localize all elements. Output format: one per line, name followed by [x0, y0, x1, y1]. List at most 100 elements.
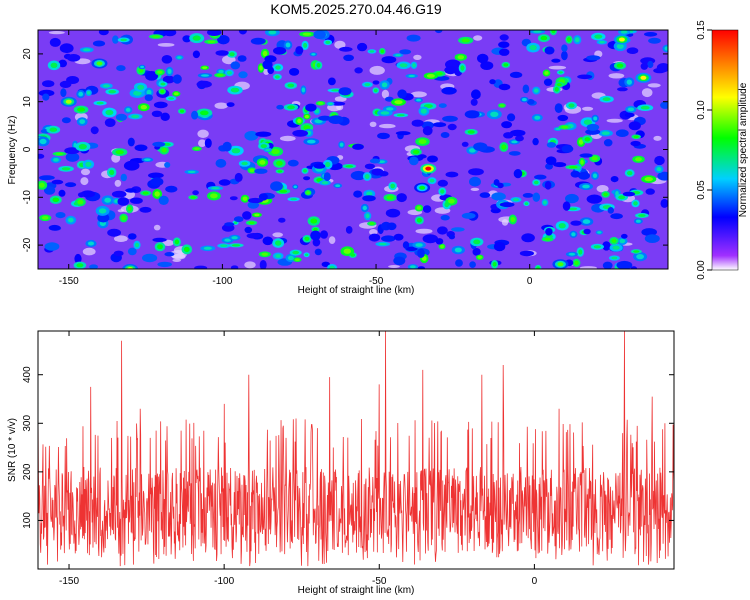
heatmap-cell: [618, 30, 631, 35]
heatmap-cell: [508, 214, 517, 225]
heatmap-cell: [331, 101, 346, 106]
heatmap-cell: [151, 110, 163, 118]
heatmap-cell: [375, 241, 391, 247]
heatmap-cell: [545, 228, 553, 236]
heatmap-cell: [635, 213, 649, 218]
heatmap-cell: [602, 241, 611, 251]
heatmap-x-tick-label: -150: [59, 276, 79, 287]
heatmap-cell: [339, 46, 353, 52]
heatmap-cell: [609, 237, 619, 245]
snr-panel: -150 -100 -50 0 100 200 300 400 Height of stra…: [7, 330, 675, 596]
heatmap-cell: [397, 89, 407, 99]
heatmap-cell: [293, 257, 302, 263]
heatmap-cell: [60, 88, 67, 98]
heatmap-cell: [165, 66, 174, 77]
heatmap-cell: [461, 212, 476, 219]
heatmap-cell: [435, 238, 444, 245]
heatmap-cell: [315, 101, 326, 106]
heatmap-cell: [214, 72, 227, 78]
heatmap-cell: [254, 168, 268, 174]
heatmap-cell: [523, 201, 530, 207]
heatmap-cell: [599, 95, 614, 103]
heatmap-cell: [624, 77, 635, 87]
heatmap-low-region: [410, 91, 427, 98]
heatmap-cell: [123, 160, 140, 171]
heatmap-cell: [155, 69, 165, 76]
heatmap-cell: [630, 266, 638, 269]
heatmap-cell: [207, 191, 221, 201]
heatmap-cell: [455, 259, 463, 267]
heatmap-cell: [204, 138, 212, 148]
heatmap-cell: [565, 193, 579, 204]
heatmap-cell: [172, 91, 181, 97]
heatmap-cell: [58, 189, 66, 197]
heatmap-cell: [615, 129, 629, 137]
heatmap-cell: [250, 37, 266, 45]
heatmap-cell: [621, 233, 628, 239]
heatmap-cell: [579, 183, 593, 190]
heatmap-cell: [305, 103, 317, 112]
heatmap-cell: [562, 201, 571, 211]
heatmap-cell: [160, 112, 170, 122]
heatmap-cell: [586, 123, 600, 131]
heatmap-cell: [381, 56, 397, 64]
heatmap-low-region: [172, 258, 181, 262]
heatmap-cell: [207, 30, 222, 36]
heatmap-cell: [513, 169, 523, 179]
heatmap-cell: [247, 167, 257, 174]
heatmap-cell: [551, 58, 561, 63]
heatmap-cell: [309, 52, 318, 57]
heatmap-cell: [360, 203, 369, 213]
heatmap-cell: [583, 228, 591, 235]
heatmap-cell: [229, 196, 238, 201]
heatmap-cell: [577, 74, 593, 80]
heatmap-cell: [537, 34, 550, 42]
snr-y-tick-label: 300: [22, 415, 33, 432]
heatmap-cell: [399, 49, 412, 55]
heatmap-cell: [591, 171, 599, 180]
heatmap-cell: [438, 187, 447, 196]
heatmap-cell: [576, 247, 584, 257]
heatmap-cell: [353, 190, 363, 198]
heatmap-cell: [469, 261, 476, 268]
heatmap-cell: [85, 89, 92, 97]
heatmap-cell: [546, 142, 557, 148]
heatmap-cell: [228, 234, 241, 241]
snr-y-tick-label: 200: [22, 463, 33, 480]
heatmap-cell: [417, 248, 425, 258]
heatmap-cell: [272, 238, 285, 248]
heatmap-cell: [137, 103, 150, 112]
heatmap-low-region: [369, 65, 385, 75]
heatmap-cell: [545, 156, 557, 165]
heatmap-cell: [617, 87, 628, 92]
heatmap-cell: [127, 137, 135, 147]
heatmap-cell: [314, 248, 322, 256]
heatmap-cell: [246, 233, 261, 239]
heatmap-low-region: [379, 123, 396, 129]
heatmap-low-region: [244, 261, 256, 269]
colorbar-tick-label: 0.10: [696, 100, 707, 120]
heatmap-cell: [591, 32, 606, 41]
heatmap-cell: [412, 241, 426, 249]
heatmap-cell: [569, 230, 578, 238]
heatmap-cell: [381, 235, 396, 242]
heatmap-cell: [585, 128, 601, 135]
heatmap-cell: [191, 146, 202, 151]
heatmap-cell: [410, 61, 418, 69]
heatmap-cell: [278, 217, 286, 223]
heatmap-cell: [586, 55, 601, 61]
heatmap-cell: [364, 163, 375, 170]
heatmap-cell: [565, 35, 573, 44]
heatmap-cell: [284, 82, 297, 89]
heatmap-cell: [491, 192, 506, 201]
heatmap-cell: [148, 34, 164, 39]
heatmap-cell: [641, 228, 657, 237]
heatmap-cell: [383, 193, 397, 202]
heatmap-cell: [323, 39, 333, 46]
heatmap-cell: [258, 193, 268, 201]
heatmap-cell: [578, 171, 590, 180]
heatmap-cell: [116, 65, 126, 72]
heatmap-cell: [50, 156, 62, 164]
heatmap-cell: [92, 40, 106, 47]
heatmap-cell: [396, 193, 407, 203]
